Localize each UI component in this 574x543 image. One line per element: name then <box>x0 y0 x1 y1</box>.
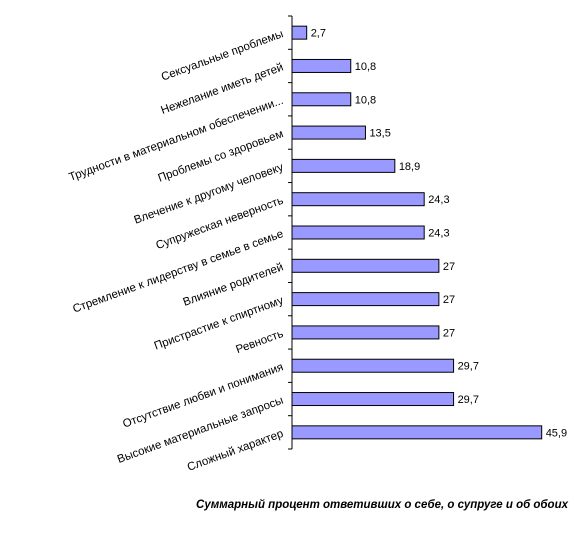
data-label: 10,8 <box>355 94 376 106</box>
category-label: Ревность <box>234 328 285 356</box>
bar <box>291 92 352 107</box>
data-label: 29,7 <box>458 361 479 373</box>
data-label: 24,3 <box>428 194 449 206</box>
category-label: Отсутствие любви и понимания <box>121 361 285 430</box>
data-label: 29,7 <box>458 394 479 406</box>
category-label: Влечение к другому человеку <box>132 161 285 226</box>
bar <box>291 125 366 140</box>
data-label: 27 <box>443 294 455 306</box>
bar <box>291 25 308 40</box>
bar <box>291 292 440 307</box>
data-label: 18,9 <box>399 161 420 173</box>
bar <box>291 358 455 373</box>
bar <box>291 225 425 240</box>
bar <box>291 392 455 407</box>
bar <box>291 158 396 173</box>
bar <box>291 425 543 440</box>
chart-caption: Суммарный процент ответивших о себе, о с… <box>196 499 568 511</box>
bar <box>291 58 352 73</box>
bar <box>291 192 425 207</box>
data-label: 27 <box>443 261 455 273</box>
data-label: 10,8 <box>355 61 376 73</box>
data-label: 45,9 <box>546 427 567 439</box>
category-label: Высокие материальные запросы <box>116 395 285 466</box>
data-label: 24,3 <box>428 228 449 240</box>
data-label: 2,7 <box>311 28 326 40</box>
bar <box>291 325 440 340</box>
data-label: 27 <box>443 327 455 339</box>
data-label: 13,5 <box>369 128 390 140</box>
bar <box>291 258 440 273</box>
